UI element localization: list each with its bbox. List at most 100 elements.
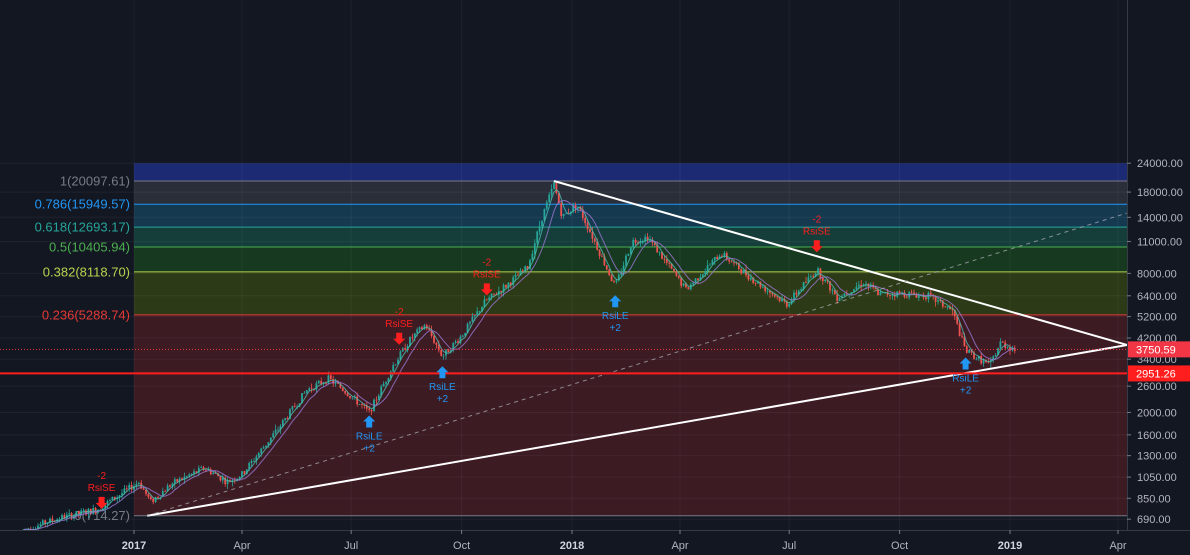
candle-body (992, 356, 995, 361)
candle-body (329, 375, 332, 380)
candle-body (260, 448, 263, 454)
candle-body (111, 496, 114, 501)
candle-body (488, 297, 491, 301)
candle-body (68, 513, 71, 515)
candle-body (824, 279, 827, 282)
candle-body (1001, 341, 1004, 343)
candle-body (646, 236, 649, 241)
candle-body (207, 469, 210, 471)
buy-arrow-icon (609, 295, 622, 308)
candle-body (538, 226, 541, 232)
candle-body (447, 349, 450, 353)
candle-body (545, 202, 548, 209)
candle-body (212, 472, 215, 475)
candle-body (279, 426, 282, 430)
candle-body (769, 290, 771, 293)
candle-body (874, 287, 877, 290)
candle-body (915, 294, 918, 298)
descending-trendline[interactable] (553, 180, 1128, 346)
candle-body (735, 262, 738, 264)
candle-body (339, 383, 342, 388)
time-axis-background (0, 530, 1190, 555)
candle-body (320, 381, 323, 384)
candle-body (466, 323, 469, 333)
log-regression-line[interactable] (147, 212, 1128, 517)
candle-body (953, 309, 956, 317)
candle-body (512, 277, 515, 286)
time-tick-label: 2019 (998, 540, 1022, 552)
candle-body (627, 253, 630, 256)
candle-body (507, 282, 510, 288)
signal-count: +2 (437, 394, 449, 405)
candle-body (773, 294, 776, 297)
candle-body (185, 475, 188, 477)
candle-body (142, 488, 145, 490)
signal-count: +2 (960, 385, 972, 396)
candle-body (521, 270, 524, 272)
candle-body (956, 316, 959, 324)
fib-level-label: 1(20097.61) (60, 174, 130, 189)
candle-body (125, 488, 128, 490)
time-tick-label: Jul (344, 540, 358, 552)
candle-body (533, 243, 536, 254)
candle-body (121, 493, 123, 496)
price-tick-label: 850.00 (1137, 493, 1171, 505)
candle-body (845, 293, 848, 295)
candle-body (341, 387, 344, 391)
candle-body (997, 348, 999, 356)
price-tick-label: 1600.00 (1137, 430, 1177, 442)
trend-lines[interactable] (0, 180, 1128, 517)
candle-body (759, 281, 762, 288)
candle-body (831, 290, 834, 291)
candle-body (661, 251, 663, 259)
candle-body (389, 371, 392, 379)
candle-body (478, 311, 481, 313)
fib-level-label: 0.382(8118.70) (43, 264, 130, 279)
candle-body (929, 292, 932, 295)
candle-body (509, 282, 512, 286)
candle-body (248, 462, 251, 470)
candle-body (625, 255, 627, 266)
candle-body (413, 333, 416, 338)
candle-body (891, 294, 894, 296)
candle-body (308, 388, 311, 391)
candle-body (164, 490, 167, 492)
candle-body (135, 483, 138, 486)
last-price-tag[interactable] (1128, 341, 1190, 358)
candle-body (529, 260, 531, 270)
candle-body (51, 518, 54, 522)
candle-body (82, 510, 85, 512)
candle-body (490, 293, 493, 298)
time-axis[interactable]: 2017 Apr Jul Oct 2018 Apr Jul Oct 2019 Apr (0, 530, 1190, 555)
candle-body (1009, 347, 1011, 351)
time-tick-label: Jul (782, 540, 796, 552)
candle-body (154, 497, 157, 503)
fib-level-label: 0.786(15949.57) (35, 197, 130, 212)
candle-body (697, 278, 699, 281)
candle-body (245, 469, 248, 474)
candle-body (149, 496, 152, 500)
candle-body (817, 268, 819, 274)
candle-body (428, 328, 431, 330)
price-tick-label: 18000.00 (1137, 187, 1183, 199)
candle-body (284, 418, 287, 421)
candle-body (181, 478, 183, 480)
signal-label: RsiLE (952, 373, 979, 384)
candle-body (430, 329, 433, 336)
price-axis[interactable]: 24000.00 18000.00 14000.00 11000.00 8000.00 6… (1127, 0, 1190, 555)
price-tick-label: 2000.00 (1137, 407, 1177, 419)
support-price-tag[interactable] (1128, 365, 1190, 382)
candle-body (365, 405, 368, 409)
candle-body (790, 299, 793, 304)
candle-body (301, 393, 303, 404)
candle-body (277, 429, 279, 431)
candle-body (243, 471, 246, 474)
candle-body (865, 283, 867, 285)
candle-body (761, 286, 764, 288)
price-tick-label: 1050.00 (1137, 472, 1177, 484)
candle-body (557, 192, 560, 204)
candle-body (937, 300, 939, 302)
time-tick-label: Apr (233, 540, 250, 552)
candle-body (109, 500, 111, 501)
